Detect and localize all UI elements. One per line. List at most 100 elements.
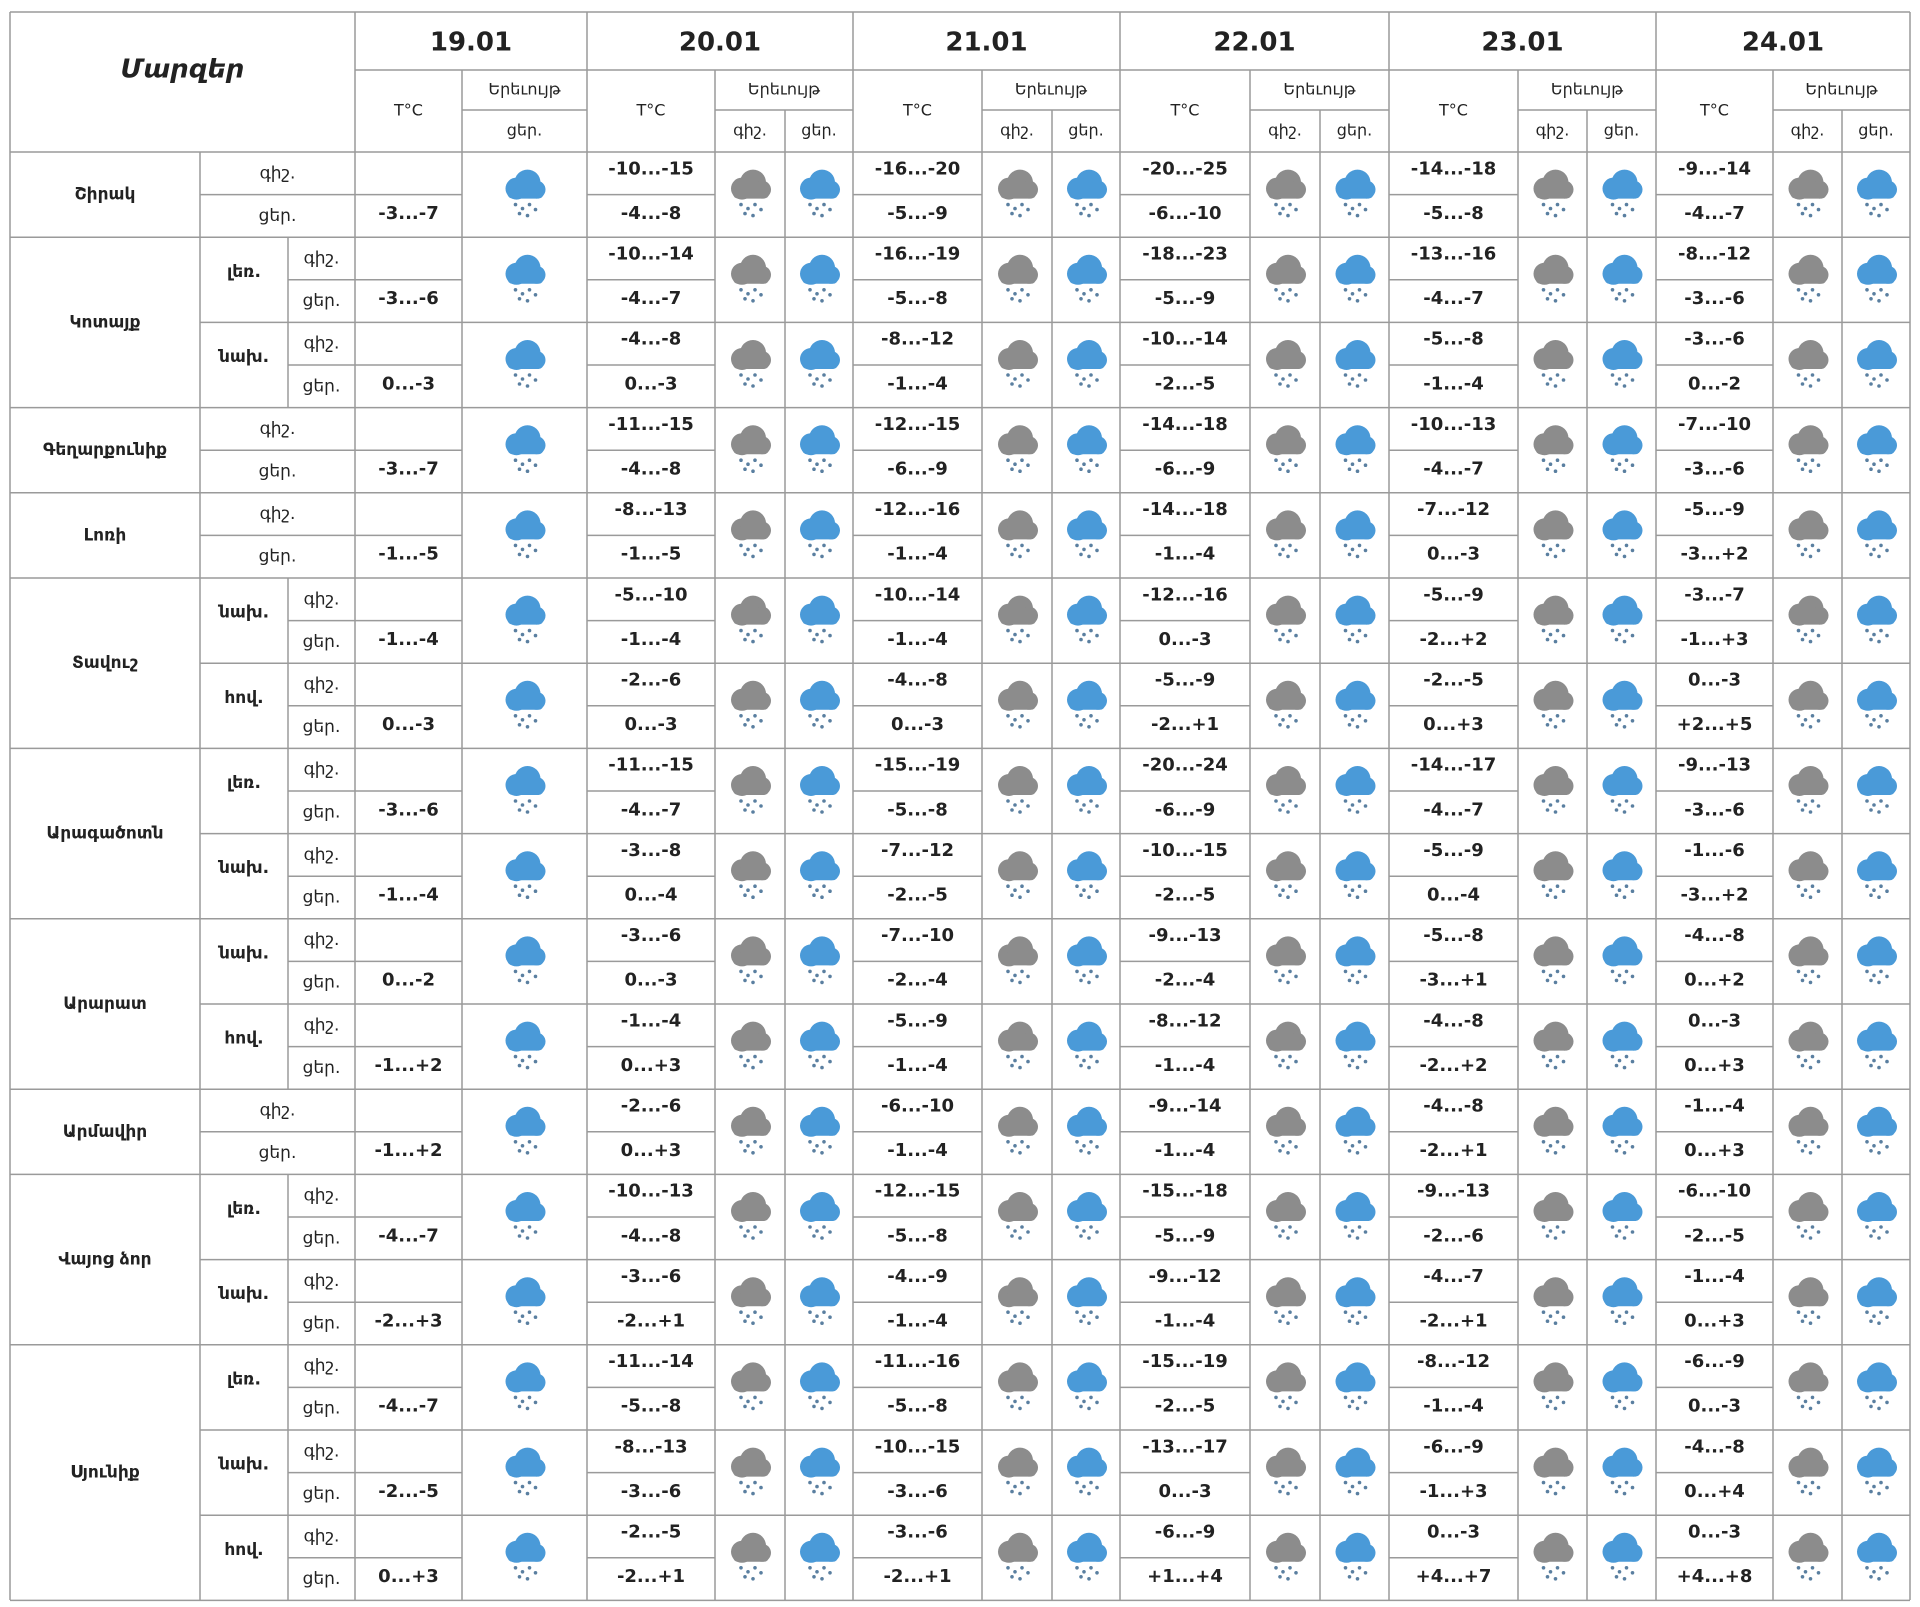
snow-dot: [746, 1570, 750, 1574]
cloud-part: [1337, 1211, 1374, 1221]
snow-dot: [1617, 632, 1622, 637]
snow-dot: [1885, 1145, 1889, 1149]
day-temp: -1...-4: [887, 1055, 948, 1076]
snow-dot: [1095, 1230, 1099, 1234]
snow-dot: [1013, 292, 1017, 296]
snow-dot: [1614, 211, 1619, 216]
snow-dot: [1796, 1395, 1801, 1400]
snow-dot: [1350, 292, 1355, 296]
weather-icon: [505, 766, 546, 814]
snow-dot: [1885, 974, 1889, 979]
snow-dot: [1350, 973, 1355, 978]
cloud-part: [1604, 870, 1641, 881]
snow-dot: [759, 719, 763, 723]
snow-dot: [517, 1575, 522, 1579]
day-label: ցեր.: [303, 973, 341, 993]
snow-dot: [1624, 1480, 1629, 1485]
snow-dot: [746, 1399, 750, 1404]
snow-dot: [815, 1399, 819, 1404]
snow-dot: [517, 723, 522, 727]
snow-dot: [1877, 1577, 1881, 1581]
snow-dot: [525, 384, 530, 388]
snow-dot: [739, 884, 743, 888]
weather-icon: [1602, 1277, 1643, 1325]
snow-dot: [1355, 554, 1360, 559]
snow-dot: [1363, 548, 1368, 553]
snow-dot: [739, 969, 743, 974]
snow-dot: [1548, 632, 1553, 637]
snow-dot: [1803, 1229, 1808, 1233]
snow-dot: [1869, 1149, 1873, 1153]
snow-dot: [1624, 458, 1629, 462]
snow-dot: [517, 1319, 522, 1323]
snow-dot: [1885, 463, 1889, 467]
snow-dot: [1614, 1489, 1619, 1494]
snow-dot: [1800, 1063, 1805, 1068]
night-temp: -3...-8: [621, 840, 682, 861]
snow-dot: [1350, 1144, 1355, 1148]
snow-dot: [1079, 893, 1083, 897]
weather-icon: [1266, 766, 1306, 814]
snow-dot: [517, 893, 522, 897]
day-temp: -1...-4: [887, 1311, 948, 1332]
snow-dot: [1075, 202, 1079, 207]
snow-dot: [751, 213, 755, 218]
snow-dot: [1026, 719, 1030, 723]
night-temp: -1...-4: [1684, 1266, 1745, 1287]
cloud-part: [1535, 1296, 1572, 1307]
day-label: ցեր.: [303, 632, 341, 652]
weather-icon: [505, 510, 546, 559]
phenomenon-header: Երեւույթ: [748, 80, 820, 99]
snow-dot: [1617, 206, 1622, 211]
weather-icon: [1067, 169, 1107, 218]
snow-dot: [1796, 1225, 1801, 1229]
snow-dot: [1545, 552, 1550, 557]
cloud-part: [1337, 273, 1374, 284]
snow-dot: [1082, 462, 1086, 466]
snow-dot: [1614, 637, 1619, 642]
snow-dot: [1006, 458, 1010, 462]
snow-dot: [1355, 725, 1360, 729]
snow-dot: [1810, 1054, 1815, 1059]
cloud-part: [1604, 1551, 1641, 1562]
cloud-part: [1790, 1211, 1827, 1221]
snow-dot: [1541, 799, 1546, 803]
weather-icon: [1857, 1532, 1897, 1581]
snow-dot: [527, 373, 532, 377]
day-temp: +4...+8: [1677, 1566, 1753, 1587]
snow-dot: [1548, 377, 1553, 381]
snow-dot: [828, 548, 832, 553]
cloud-part: [1535, 1125, 1572, 1136]
snow-dot: [1087, 1065, 1091, 1070]
snow-dot: [1865, 1054, 1869, 1059]
zone-name: լեռ.: [227, 1369, 261, 1389]
snow-dot: [822, 1054, 826, 1059]
snow-dot: [1350, 1314, 1355, 1318]
snow-dot: [1087, 639, 1091, 644]
snow-dot: [1095, 804, 1099, 808]
snow-dot: [533, 1571, 538, 1575]
weather-icon: [731, 851, 771, 899]
snow-dot: [1347, 1575, 1352, 1579]
snow-dot: [743, 297, 747, 301]
snow-dot: [1869, 297, 1873, 301]
day-temp: -2...-5: [887, 885, 948, 906]
snow-dot: [1803, 888, 1808, 892]
snow-dot: [1614, 1234, 1619, 1238]
night-temp: -4...-8: [1684, 1436, 1745, 1457]
night-label: գիշ.: [304, 1015, 340, 1035]
snow-dot: [1010, 978, 1014, 983]
snow-dot: [1885, 1571, 1889, 1575]
snow-dot: [1803, 462, 1808, 466]
snow-dot: [1865, 884, 1869, 888]
snow-dot: [1010, 211, 1014, 216]
snow-dot: [1614, 978, 1619, 983]
cloud-part: [1337, 1381, 1374, 1392]
snow-dot: [1294, 1485, 1298, 1490]
snow-dot: [1018, 895, 1022, 899]
snow-dot: [533, 1400, 538, 1405]
snow-dot: [1350, 1570, 1355, 1574]
snow-dot: [808, 1140, 812, 1144]
cloud-part: [1069, 614, 1105, 625]
snow-dot: [1548, 888, 1553, 892]
